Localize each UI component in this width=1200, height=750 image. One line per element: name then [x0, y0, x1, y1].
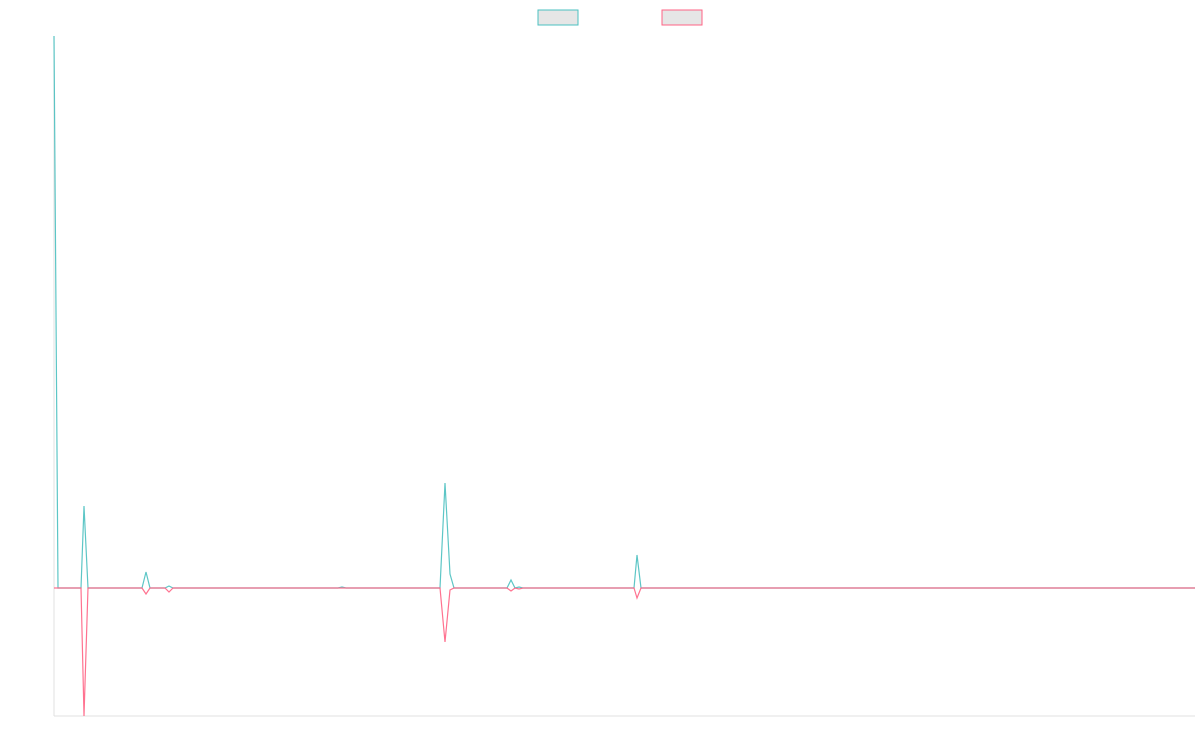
- line-series: [54, 587, 1195, 717]
- line-series: [53, 35, 1195, 589]
- legend-swatch: [537, 9, 579, 26]
- legend-swatch: [661, 9, 703, 26]
